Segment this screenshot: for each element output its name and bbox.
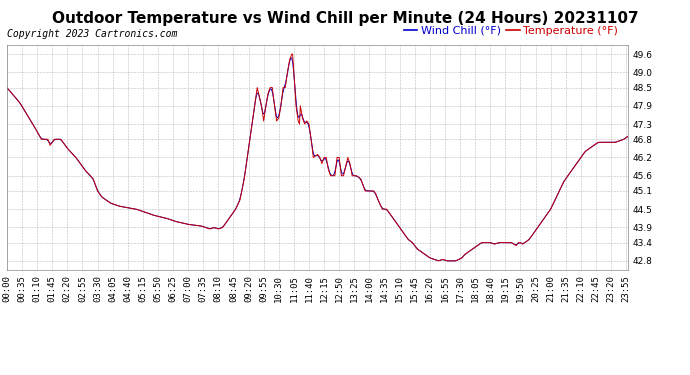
Text: Outdoor Temperature vs Wind Chill per Minute (24 Hours) 20231107: Outdoor Temperature vs Wind Chill per Mi…: [52, 11, 638, 26]
Text: Copyright 2023 Cartronics.com: Copyright 2023 Cartronics.com: [7, 29, 177, 39]
Legend: Wind Chill (°F), Temperature (°F): Wind Chill (°F), Temperature (°F): [400, 21, 622, 40]
